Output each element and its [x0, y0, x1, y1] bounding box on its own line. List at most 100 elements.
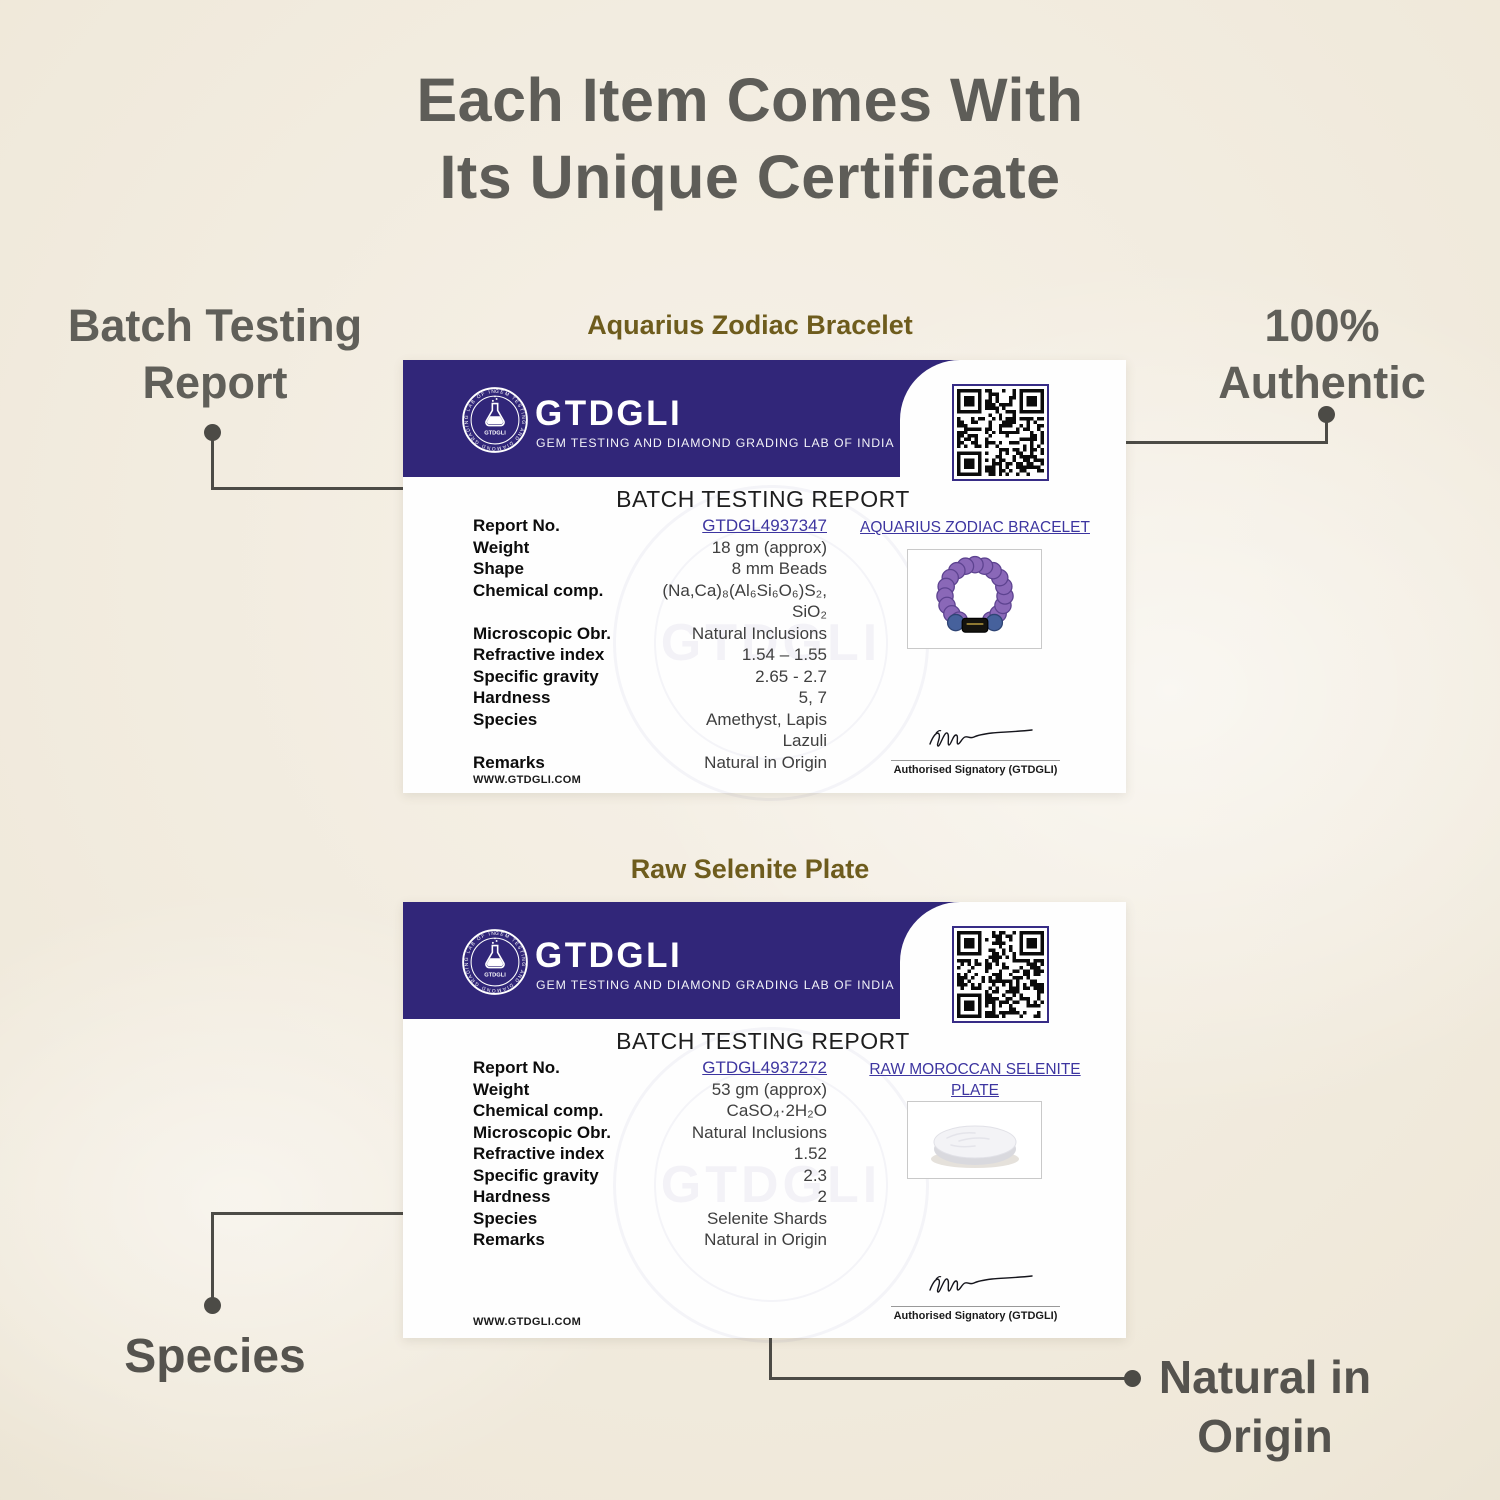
callout-dot: [204, 424, 221, 441]
item-title-link[interactable]: AQUARIUS ZODIAC BRACELET: [860, 519, 1090, 536]
callout-line: [211, 1214, 214, 1298]
row-label: Refractive index: [473, 1144, 605, 1163]
row-label: Weight: [473, 537, 530, 557]
page-title-line1: Each Item Comes With: [416, 66, 1084, 134]
report-row: Chemical comp. (Na,Ca)₈(Al₆Si₆O₆)S₂, SiO₂: [473, 580, 827, 623]
lab-tagline: GEM TESTING AND DIAMOND GRADING LAB OF I…: [536, 978, 895, 992]
signature-line: [891, 760, 1060, 761]
row-label: Report No.: [473, 1058, 560, 1077]
callout-natural-origin: Natural in Origin: [1075, 1348, 1455, 1466]
row-value: 53 gm (approx): [711, 1079, 827, 1099]
row-label: Chemical comp.: [473, 580, 604, 600]
row-value: 1.54 – 1.55: [741, 645, 827, 664]
report-row: Species Amethyst, Lapis Lazuli: [473, 709, 827, 752]
row-label: Species: [473, 709, 538, 729]
report-title: BATCH TESTING REPORT: [616, 1028, 910, 1054]
signature-line: [891, 1306, 1060, 1307]
row-value: Natural Inclusions: [691, 1122, 827, 1142]
callout-text: Species: [124, 1330, 306, 1383]
report-number-link[interactable]: GTDGL4937272: [702, 1058, 827, 1077]
report-row: Refractive index 1.54 – 1.55: [473, 644, 827, 666]
product-label-selenite-plate: Raw Selenite Plate: [630, 854, 870, 884]
callout-100-authentic: 100% Authentic: [1107, 297, 1500, 411]
lab-name: GTDGLI: [535, 936, 683, 975]
page-title: Each Item Comes With Its Unique Certific…: [0, 62, 1500, 216]
callout-dot: [1124, 1370, 1141, 1387]
row-label: Specific gravity: [473, 666, 599, 686]
website-url: WWW.GTDGLI.COM: [473, 774, 582, 786]
lab-seal-logo: [461, 928, 529, 996]
report-row: Hardness 5, 7: [473, 687, 827, 709]
row-label: Hardness: [473, 1187, 551, 1206]
callout-text: 100%: [1264, 300, 1380, 351]
report-row: Species Selenite Shards: [473, 1208, 827, 1230]
row-label: Microscopic Obr.: [473, 623, 611, 643]
certificate-card-selenite: GTDGLI GTDGLI GEM TESTING AND DIAMOND GR…: [403, 902, 1126, 1343]
selenite-image: [930, 1125, 1019, 1168]
row-value: 2.65 - 2.7: [755, 666, 827, 686]
report-row: Microscopic Obr. Natural Inclusions: [473, 1122, 827, 1144]
row-label: Hardness: [473, 688, 551, 707]
authorised-signatory: Authorised Signatory (GTDGLI): [893, 764, 1058, 776]
row-value: 5, 7: [798, 688, 827, 707]
callout-batch-testing-report: Batch Testing Report: [0, 297, 430, 411]
item-title-link[interactable]: RAW MOROCCAN SELENITE PLATE: [869, 1061, 1081, 1099]
row-value: Amethyst, Lapis Lazuli: [706, 709, 827, 751]
authorised-signatory: Authorised Signatory (GTDGLI): [893, 1310, 1058, 1322]
callout-line: [769, 1377, 1125, 1380]
row-label: Species: [473, 1208, 538, 1228]
signature-scrawl: [911, 1264, 1041, 1300]
row-label: Weight: [473, 1079, 530, 1099]
callout-text: Authentic: [1218, 357, 1426, 408]
lab-name: GTDGLI: [535, 394, 683, 433]
report-row: Refractive index 1.52: [473, 1143, 827, 1165]
qr-code: [952, 384, 1049, 481]
row-value: Natural in Origin: [704, 1230, 827, 1249]
row-value: 1.52: [793, 1144, 827, 1163]
report-row: Shape 8 mm Beads: [473, 558, 827, 580]
row-value: Natural in Origin: [704, 752, 827, 772]
row-label: Microscopic Obr.: [473, 1122, 611, 1142]
product-photo-selenite: [907, 1101, 1042, 1179]
report-row: Microscopic Obr. Natural Inclusions: [473, 623, 827, 645]
report-title: BATCH TESTING REPORT: [616, 486, 910, 512]
signature-block: Authorised Signatory (GTDGLI): [883, 718, 1068, 776]
row-value: 2: [817, 1187, 827, 1206]
product-photo-bracelet: [907, 549, 1042, 649]
website-url: WWW.GTDGLI.COM: [473, 1316, 582, 1328]
callout-line: [211, 1212, 457, 1215]
report-row: Hardness 2: [473, 1186, 827, 1208]
report-number-link[interactable]: GTDGL4937347: [702, 516, 827, 535]
signature-scrawl: [911, 718, 1041, 754]
report-row: Specific gravity 2.65 - 2.7: [473, 666, 827, 688]
report-row: Weight 53 gm (approx): [473, 1079, 827, 1101]
row-label: Specific gravity: [473, 1165, 599, 1185]
callout-text: Origin: [1197, 1410, 1333, 1462]
lab-seal-logo: [461, 386, 529, 454]
row-value: 18 gm (approx): [711, 537, 827, 557]
row-label: Remarks: [473, 752, 545, 772]
report-row: Remarks Natural in Origin: [473, 1229, 827, 1251]
callout-text: Batch Testing: [67, 300, 363, 351]
callout-line: [211, 439, 214, 488]
report-row: Chemical comp. CaSO₄·2H₂O: [473, 1100, 827, 1122]
callout-text: Natural in: [1158, 1351, 1372, 1403]
report-row: Remarks Natural in Origin: [473, 752, 827, 774]
row-label: Remarks: [473, 1230, 545, 1249]
row-value: 2.3: [803, 1165, 827, 1185]
callout-dot: [1318, 406, 1335, 423]
row-label: Chemical comp.: [473, 1101, 604, 1120]
certificate-card-aquarius: GTDGLI GTDGLI GEM TESTING AND DIAMOND GR…: [403, 360, 1126, 801]
row-value: (Na,Ca)₈(Al₆Si₆O₆)S₂, SiO₂: [662, 580, 827, 622]
row-label: Report No.: [473, 516, 560, 535]
callout-species: Species: [0, 1328, 430, 1385]
row-value: 8 mm Beads: [731, 559, 827, 578]
page-title-line2: Its Unique Certificate: [439, 143, 1061, 211]
row-label: Refractive index: [473, 645, 605, 664]
signature-block: Authorised Signatory (GTDGLI): [883, 1264, 1068, 1322]
callout-text: Report: [142, 357, 288, 408]
bracelet-image: [935, 555, 1014, 633]
lab-tagline: GEM TESTING AND DIAMOND GRADING LAB OF I…: [536, 436, 895, 450]
qr-code: [952, 926, 1049, 1023]
